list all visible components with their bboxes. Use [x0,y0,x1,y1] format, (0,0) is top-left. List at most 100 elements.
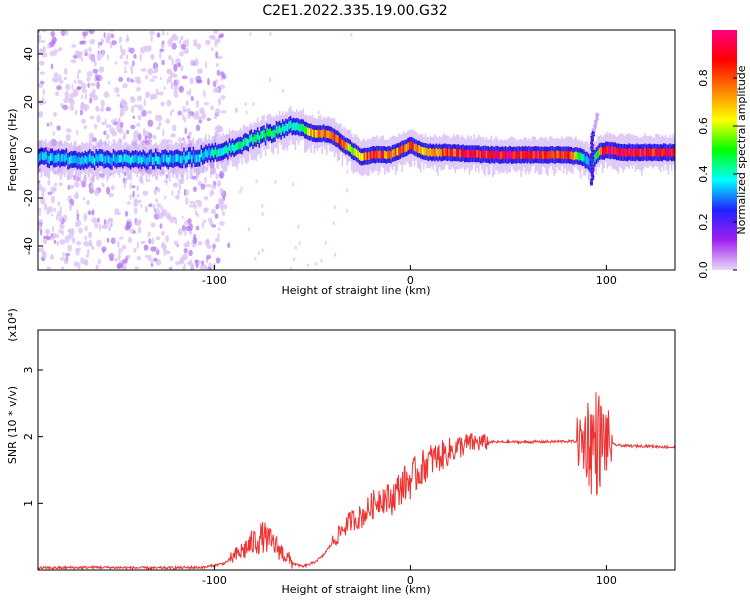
spectrogram-noise-speck [53,111,57,118]
spectrogram-noise-speck [324,240,327,245]
spectrogram-noise-speck [58,182,63,187]
spectrogram-core [545,151,547,159]
spectrogram-noise-speck [180,43,186,50]
spectrogram-core [92,155,94,164]
spectrogram-core [139,155,141,163]
spectrogram-core [623,148,626,157]
spectrogram-noise-speck [190,263,195,270]
spectrogram-spike [590,182,593,185]
spectrogram-core [267,129,270,137]
spectrogram-core [53,155,55,163]
spectrogram-core [523,151,526,159]
spectrogram-core [496,150,499,159]
spectrogram-noise-speck [119,112,123,118]
spectrogram-noise-speck [155,259,162,266]
spectrogram-core [605,146,607,154]
spectrogram-noise-speck [83,259,87,265]
spectrogram-noise-speck [46,207,50,216]
spectrogram-core [258,135,261,144]
spectrogram-noise-speck [40,197,46,205]
spectrogram-noise-speck [118,76,123,83]
spectrogram-spike [590,140,594,143]
spectrogram-core [470,149,472,158]
spectrogram-core [67,157,69,166]
spectrogram-noise-speck [150,222,156,228]
spectrogram-noise-speck [211,185,217,189]
spectrogram-noise-speck [62,104,68,111]
spectrogram-spike [591,150,595,152]
spectrogram-core [211,148,213,156]
spectrogram-noise-speck [56,240,59,246]
spectrogram-core [569,151,571,160]
spectrogram-noise-speck [179,51,184,57]
spectrogram-spike [590,158,594,161]
spectrogram-noise-speck [170,133,176,138]
spectrogram-core [308,128,311,136]
spectrogram-core [40,151,43,160]
spectrogram-noise-speck [96,77,100,81]
spectrogram-core [51,152,54,161]
spectrogram-noise-speck [144,135,148,141]
spectrogram-noise-speck [89,97,93,104]
spectrogram-noise-speck [165,235,170,243]
spectrogram-noise-speck [201,109,205,114]
spectrogram-noise-speck [223,204,228,210]
spectrogram-noise-speck [254,256,257,261]
spectrogram-noise-speck [124,210,129,217]
spectrogram-core [216,149,218,158]
spectrogram-noise-speck [141,109,147,117]
spectrogram-noise-speck [95,264,99,268]
spectrogram-noise-speck [252,102,255,107]
spectrogram-noise-speck [136,256,141,261]
spectrogram-noise-speck [144,205,148,213]
spectrogram-noise-speck [156,32,161,38]
spectrogram-core [208,148,210,156]
spectrogram-noise-speck [120,48,126,56]
spectrogram-core [531,151,533,159]
spectrogram-noise-speck [57,74,62,81]
spectrogram-noise-speck [83,213,88,222]
spectrogram-noise-speck [216,180,222,187]
spectrogram-noise-speck [56,214,59,220]
spectrogram-noise-speck [187,218,192,224]
spectrogram-core [228,143,231,151]
spectrogram-noise-speck [219,84,225,89]
spectrogram-core [264,133,267,141]
snr-xtick-label: 0 [407,574,414,587]
spectrogram-core [405,143,408,152]
spectrogram-noise-speck [159,52,162,59]
spectrogram-spike [590,133,594,136]
spectrogram-core [324,130,326,138]
spectrogram-core [500,151,502,160]
spectrogram-noise-speck [210,189,215,196]
spectrogram-core [459,149,461,158]
snr-ytick-label: 3 [22,367,35,374]
spectrogram-noise-speck [76,240,82,246]
spectrogram-core [300,123,303,132]
spectrogram-noise-speck [116,93,120,97]
spectrogram-core [344,142,347,150]
spectrogram-core [147,157,149,165]
spectrogram-noise-speck [104,118,107,126]
spectrogram-noise-speck [161,59,165,66]
spectrogram-core [595,151,598,160]
spectrogram-noise-speck [98,66,105,73]
spectrogram-core [510,151,513,160]
spectrogram-core [197,154,199,163]
spectrogram-noise-speck [207,77,210,86]
spectrogram-noise-speck [159,77,163,80]
spectrogram-noise-speck [240,186,243,191]
spectrogram-core [388,150,391,159]
spectrogram-core [434,149,436,157]
spectrogram-noise-speck [227,242,231,249]
spectrogram-noise-speck [38,223,42,231]
spectrogram-noise-speck [133,207,138,215]
spectrogram-core [252,136,254,145]
spectrogram-core [305,126,308,135]
spectrogram-noise-speck [176,79,180,85]
spectrogram-noise-speck [64,235,70,243]
spectrogram-noise-speck [51,234,55,241]
spectrogram-core [663,147,665,156]
spectrogram-noise-speck [59,206,62,214]
spectrogram-spike [590,138,594,140]
